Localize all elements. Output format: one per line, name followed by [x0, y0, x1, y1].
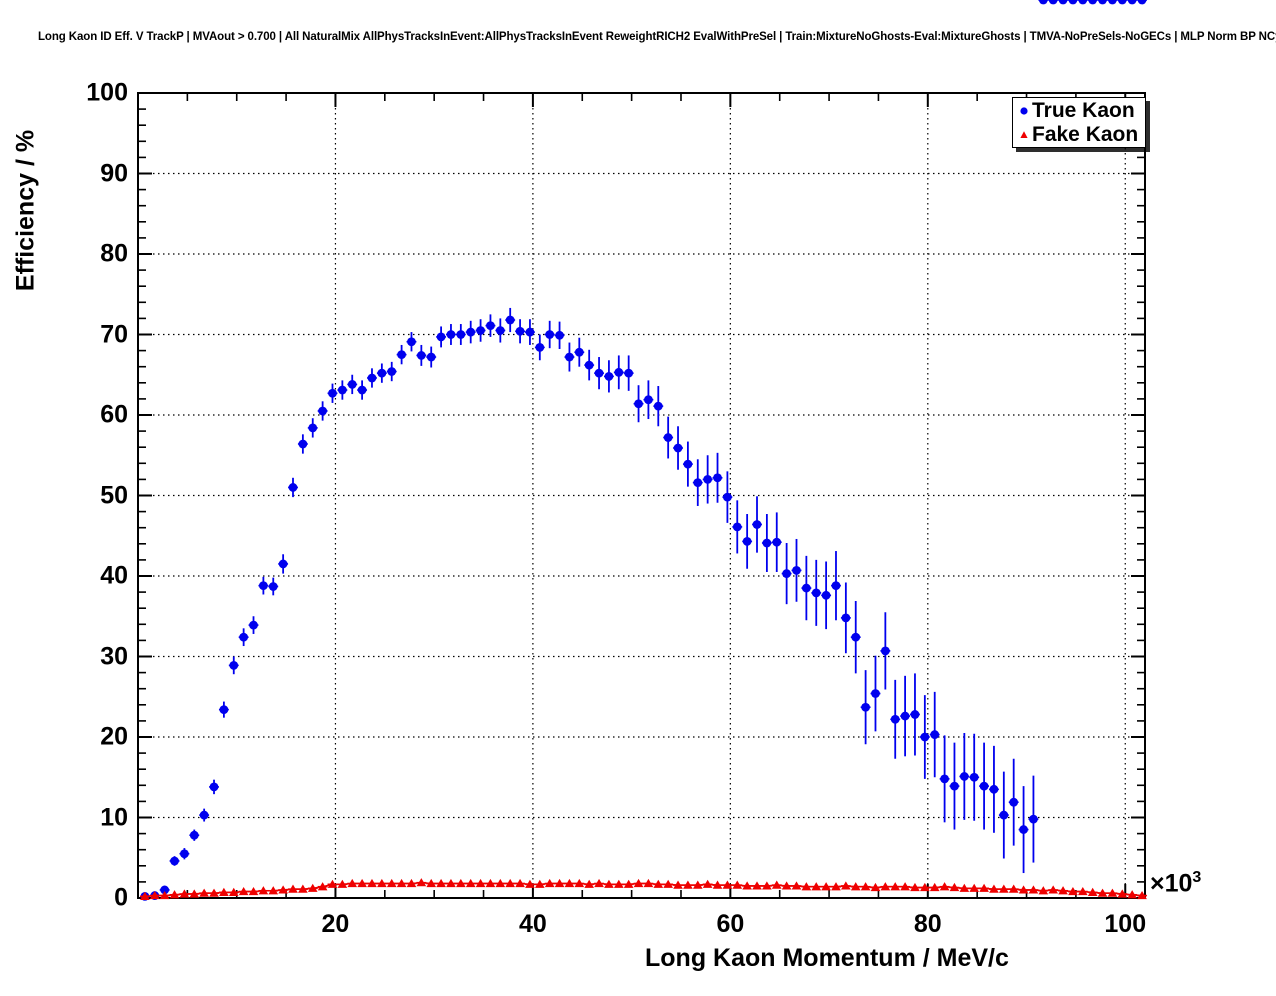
x-tick-label: 100 [1104, 910, 1147, 938]
y-tick-label: 0 [114, 883, 128, 912]
y-tick-label: 20 [100, 722, 128, 751]
y-tick-label: 80 [100, 239, 128, 268]
legend[interactable]: True Kaon Fake Kaon [1012, 97, 1146, 148]
y-tick-label: 30 [100, 642, 128, 670]
x-tick-label: 40 [518, 910, 547, 938]
page-title: Long Kaon ID Eff. V TrackP | MVAout > 0.… [38, 31, 1276, 43]
legend-label-fake-kaon: Fake Kaon [1032, 123, 1139, 146]
triangle-marker-icon [1017, 124, 1031, 146]
legend-entry-fake-kaon[interactable]: Fake Kaon [1017, 123, 1145, 147]
x-tick-label: 20 [321, 910, 350, 938]
x-tick-label: 80 [913, 910, 942, 938]
y-tick-label: 10 [100, 803, 128, 831]
y-tick-label: 70 [100, 320, 128, 348]
grid-lines [138, 92, 1145, 898]
y-tick-label: 50 [100, 481, 128, 509]
exponent-base: ×10 [1150, 869, 1193, 898]
data-series [139, 0, 1147, 901]
x-tick-label: 60 [716, 910, 745, 938]
y-tick-label: 100 [86, 78, 128, 107]
y-tick-label: 90 [100, 159, 128, 187]
x-axis-exponent: ×103 [1150, 869, 1201, 898]
legend-label-true-kaon: True Kaon [1032, 99, 1135, 122]
y-axis-title: Efficiency / % [11, 129, 40, 292]
x-axis-title: Long Kaon Momentum / MeV/c [645, 944, 1009, 972]
legend-entry-true-kaon[interactable]: True Kaon [1017, 99, 1145, 123]
y-tick-label: 40 [100, 561, 128, 590]
series-true-kaon [139, 0, 1147, 901]
circle-marker-icon [1017, 100, 1031, 122]
y-tick-label: 60 [100, 400, 128, 429]
exponent-power: 3 [1192, 869, 1202, 886]
series-fake-kaon [139, 878, 1147, 900]
